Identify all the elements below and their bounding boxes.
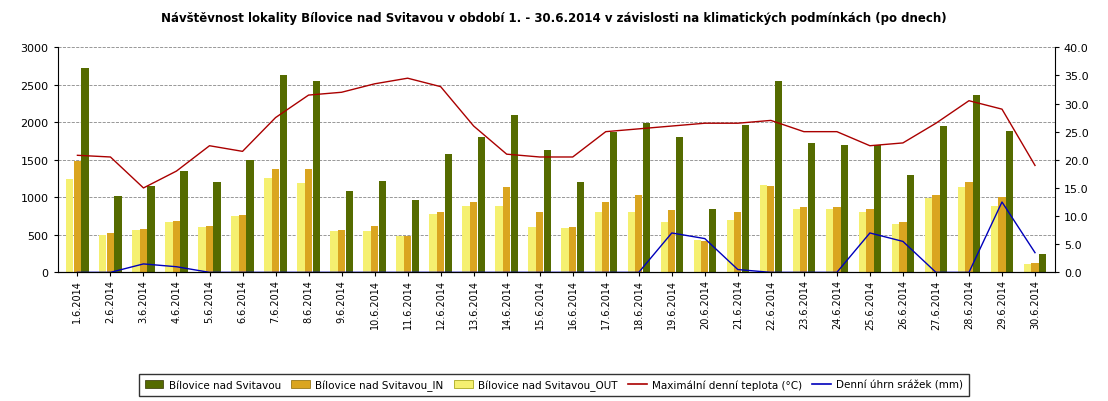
Bar xyxy=(602,203,609,273)
Bar xyxy=(265,178,271,273)
Bar xyxy=(147,186,155,273)
Bar xyxy=(437,212,444,273)
Bar xyxy=(859,212,866,273)
Bar xyxy=(495,207,503,273)
Bar xyxy=(66,179,73,273)
Bar xyxy=(998,198,1006,273)
Bar xyxy=(940,127,947,273)
Bar xyxy=(404,236,411,273)
Bar xyxy=(957,187,965,273)
Bar xyxy=(140,229,147,273)
Bar xyxy=(635,196,643,273)
Bar xyxy=(965,183,973,273)
Bar xyxy=(165,223,173,273)
Bar xyxy=(808,144,815,273)
Bar xyxy=(932,196,940,273)
Bar xyxy=(305,169,312,273)
Bar xyxy=(1024,264,1032,273)
Bar xyxy=(760,186,767,273)
Bar xyxy=(595,213,602,273)
Bar xyxy=(668,211,676,273)
Bar xyxy=(735,213,741,273)
Bar xyxy=(114,196,122,273)
Bar xyxy=(173,222,181,273)
Bar xyxy=(800,208,808,273)
Bar xyxy=(529,228,536,273)
Bar xyxy=(536,212,543,273)
Bar xyxy=(346,192,352,273)
Bar xyxy=(503,187,511,273)
Bar xyxy=(470,203,478,273)
Bar xyxy=(271,169,279,273)
Bar xyxy=(562,229,568,273)
Bar xyxy=(643,124,650,273)
Bar xyxy=(900,223,906,273)
Bar xyxy=(833,208,841,273)
Bar xyxy=(767,186,774,273)
Bar xyxy=(1032,263,1038,273)
Bar xyxy=(478,138,485,273)
Bar xyxy=(570,227,576,273)
Bar xyxy=(106,234,114,273)
Bar xyxy=(511,115,517,273)
Bar xyxy=(379,181,386,273)
Bar xyxy=(709,209,716,273)
Bar xyxy=(741,125,749,273)
Bar xyxy=(181,172,187,273)
Bar xyxy=(774,82,782,273)
Bar xyxy=(841,146,848,273)
Bar xyxy=(906,175,914,273)
Bar xyxy=(1039,255,1046,273)
Bar xyxy=(100,235,106,273)
Bar xyxy=(874,146,881,273)
Bar xyxy=(627,212,635,273)
Bar xyxy=(214,183,220,273)
Bar xyxy=(701,242,708,273)
Bar xyxy=(411,201,419,273)
Bar xyxy=(660,223,668,273)
Bar xyxy=(444,154,452,273)
Bar xyxy=(81,69,89,273)
Bar xyxy=(330,231,338,273)
Bar xyxy=(297,184,305,273)
Bar xyxy=(973,95,981,273)
Bar xyxy=(397,237,403,273)
Bar xyxy=(892,224,899,273)
Bar xyxy=(371,226,378,273)
Bar xyxy=(198,227,206,273)
Bar xyxy=(279,76,287,273)
Bar xyxy=(825,210,833,273)
Text: Návštěvnost lokality Bílovice nad Svitavou v období 1. - 30.6.2014 v závislosti : Návštěvnost lokality Bílovice nad Svitav… xyxy=(161,12,947,25)
Bar xyxy=(363,232,371,273)
Bar xyxy=(727,220,733,273)
Bar xyxy=(1006,132,1013,273)
Bar xyxy=(74,162,81,273)
Bar xyxy=(462,206,470,273)
Bar xyxy=(991,207,998,273)
Bar xyxy=(694,241,701,273)
Bar xyxy=(132,230,140,273)
Bar xyxy=(246,160,254,273)
Bar xyxy=(338,231,346,273)
Bar xyxy=(430,214,437,273)
Bar xyxy=(792,209,800,273)
Bar xyxy=(676,138,683,273)
Legend: Bílovice nad Svitavou, Bílovice nad Svitavou_IN, Bílovice nad Svitavou_OUT, Maxi: Bílovice nad Svitavou, Bílovice nad Svit… xyxy=(140,374,968,396)
Bar xyxy=(312,82,320,273)
Bar xyxy=(609,133,617,273)
Bar xyxy=(544,151,551,273)
Bar xyxy=(206,226,213,273)
Bar xyxy=(232,217,238,273)
Bar xyxy=(239,216,246,273)
Bar xyxy=(866,210,873,273)
Bar xyxy=(576,182,584,273)
Bar xyxy=(925,198,932,273)
